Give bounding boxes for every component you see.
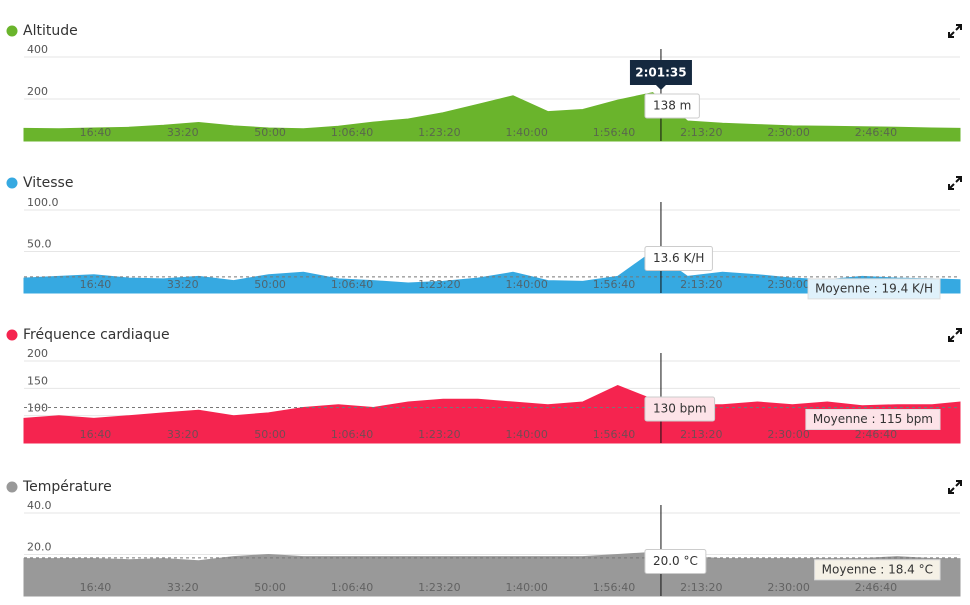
- area: [23, 92, 961, 142]
- expand-icon[interactable]: [948, 328, 962, 342]
- x-tick-label: 16:40: [80, 428, 112, 441]
- cursor-label: 130 bpm: [653, 402, 707, 416]
- average-box: [805, 408, 941, 430]
- cursor-label: 13.6 K/H: [653, 251, 704, 265]
- average-label: Moyenne : 18.4 °C: [822, 562, 933, 576]
- y-tick-label: 40.0: [27, 499, 52, 512]
- x-tick-label: 2:46:40: [855, 428, 897, 441]
- x-tick-label: 1:06:40: [331, 428, 373, 441]
- legend-dot: [6, 329, 18, 341]
- x-tick-label: 1:23:20: [418, 428, 460, 441]
- average-label: Moyenne : 19.4 K/H: [815, 281, 933, 295]
- area: [23, 551, 961, 597]
- x-tick-label: 2:30:00: [767, 126, 809, 139]
- cursor-box: [644, 93, 700, 119]
- expand-icon[interactable]: [948, 480, 962, 494]
- cursor-box: [644, 246, 713, 271]
- y-tick-label: 100: [27, 402, 48, 415]
- x-tick-label: 1:56:40: [593, 126, 635, 139]
- cursor-box: [644, 549, 707, 574]
- x-tick-label: 1:06:40: [331, 278, 373, 291]
- x-tick-label: 2:13:20: [680, 126, 722, 139]
- x-tick-label: 1:40:00: [505, 428, 547, 441]
- cursor-label: 20.0 °C: [653, 554, 698, 568]
- chart-title: Vitesse: [23, 175, 73, 191]
- average-box: [814, 559, 941, 581]
- x-tick-label: 1:40:00: [505, 278, 547, 291]
- expand-icon-shape: [948, 24, 962, 38]
- expand-icon[interactable]: [948, 176, 962, 190]
- x-tick-label: 50:00: [254, 278, 286, 291]
- y-tick-label: 400: [27, 43, 48, 56]
- x-tick-label: 2:46:40: [855, 581, 897, 594]
- x-tick-label: 2:30:00: [767, 428, 809, 441]
- y-tick-label: 100.0: [27, 196, 59, 209]
- expand-icon-shape: [948, 176, 962, 190]
- x-tick-label: 33:20: [167, 581, 199, 594]
- x-tick-label: 1:23:20: [418, 581, 460, 594]
- x-tick-label: 2:30:00: [767, 581, 809, 594]
- y-tick-label: 200: [27, 85, 48, 98]
- area: [23, 385, 961, 444]
- x-tick-label: 33:20: [167, 278, 199, 291]
- x-tick-label: 1:56:40: [593, 428, 635, 441]
- average-label: Moyenne : 115 bpm: [813, 412, 933, 426]
- x-tick-label: 16:40: [80, 278, 112, 291]
- x-tick-label: 1:23:20: [418, 278, 460, 291]
- x-tick-label: 2:13:20: [680, 428, 722, 441]
- x-tick-label: 2:13:20: [680, 278, 722, 291]
- x-tick-label: 1:56:40: [593, 278, 635, 291]
- x-tick-label: 33:20: [167, 126, 199, 139]
- cursor-box: [644, 396, 716, 422]
- y-tick-label: 150: [27, 374, 48, 387]
- x-tick-label: 2:46:40: [855, 126, 897, 139]
- chart-title: Fréquence cardiaque: [23, 327, 170, 343]
- chart-title: Température: [22, 479, 112, 495]
- y-tick-label: 20.0: [27, 541, 52, 554]
- legend-dot: [6, 481, 18, 493]
- x-tick-label: 16:40: [80, 581, 112, 594]
- x-tick-label: 50:00: [254, 428, 286, 441]
- cursor-label: 138 m: [653, 99, 691, 113]
- average-box: [807, 278, 941, 300]
- x-tick-label: 16:40: [80, 126, 112, 139]
- x-tick-label: 1:06:40: [331, 581, 373, 594]
- x-tick-label: 1:56:40: [593, 581, 635, 594]
- x-tick-label: 1:40:00: [505, 126, 547, 139]
- x-tick-label: 2:30:00: [767, 278, 809, 291]
- x-tick-label: 50:00: [254, 126, 286, 139]
- expand-icon-shape: [948, 480, 962, 494]
- x-tick-label: 33:20: [167, 428, 199, 441]
- x-tick-label: 1:40:00: [505, 581, 547, 594]
- y-tick-label: 50.0: [27, 238, 52, 251]
- x-tick-label: 50:00: [254, 581, 286, 594]
- y-tick-label: 200: [27, 347, 48, 360]
- expand-icon[interactable]: [948, 24, 962, 38]
- x-tick-label: 1:23:20: [418, 126, 460, 139]
- expand-icon-shape: [948, 328, 962, 342]
- cursor-time-pointer: [655, 85, 666, 90]
- x-tick-label: 1:06:40: [331, 126, 373, 139]
- legend-dot: [6, 177, 18, 189]
- chart-title: Altitude: [23, 23, 78, 39]
- legend-dot: [6, 25, 18, 37]
- x-tick-label: 2:13:20: [680, 581, 722, 594]
- cursor-time-box: [629, 60, 692, 85]
- cursor-time-label: 2:01:35: [635, 66, 686, 80]
